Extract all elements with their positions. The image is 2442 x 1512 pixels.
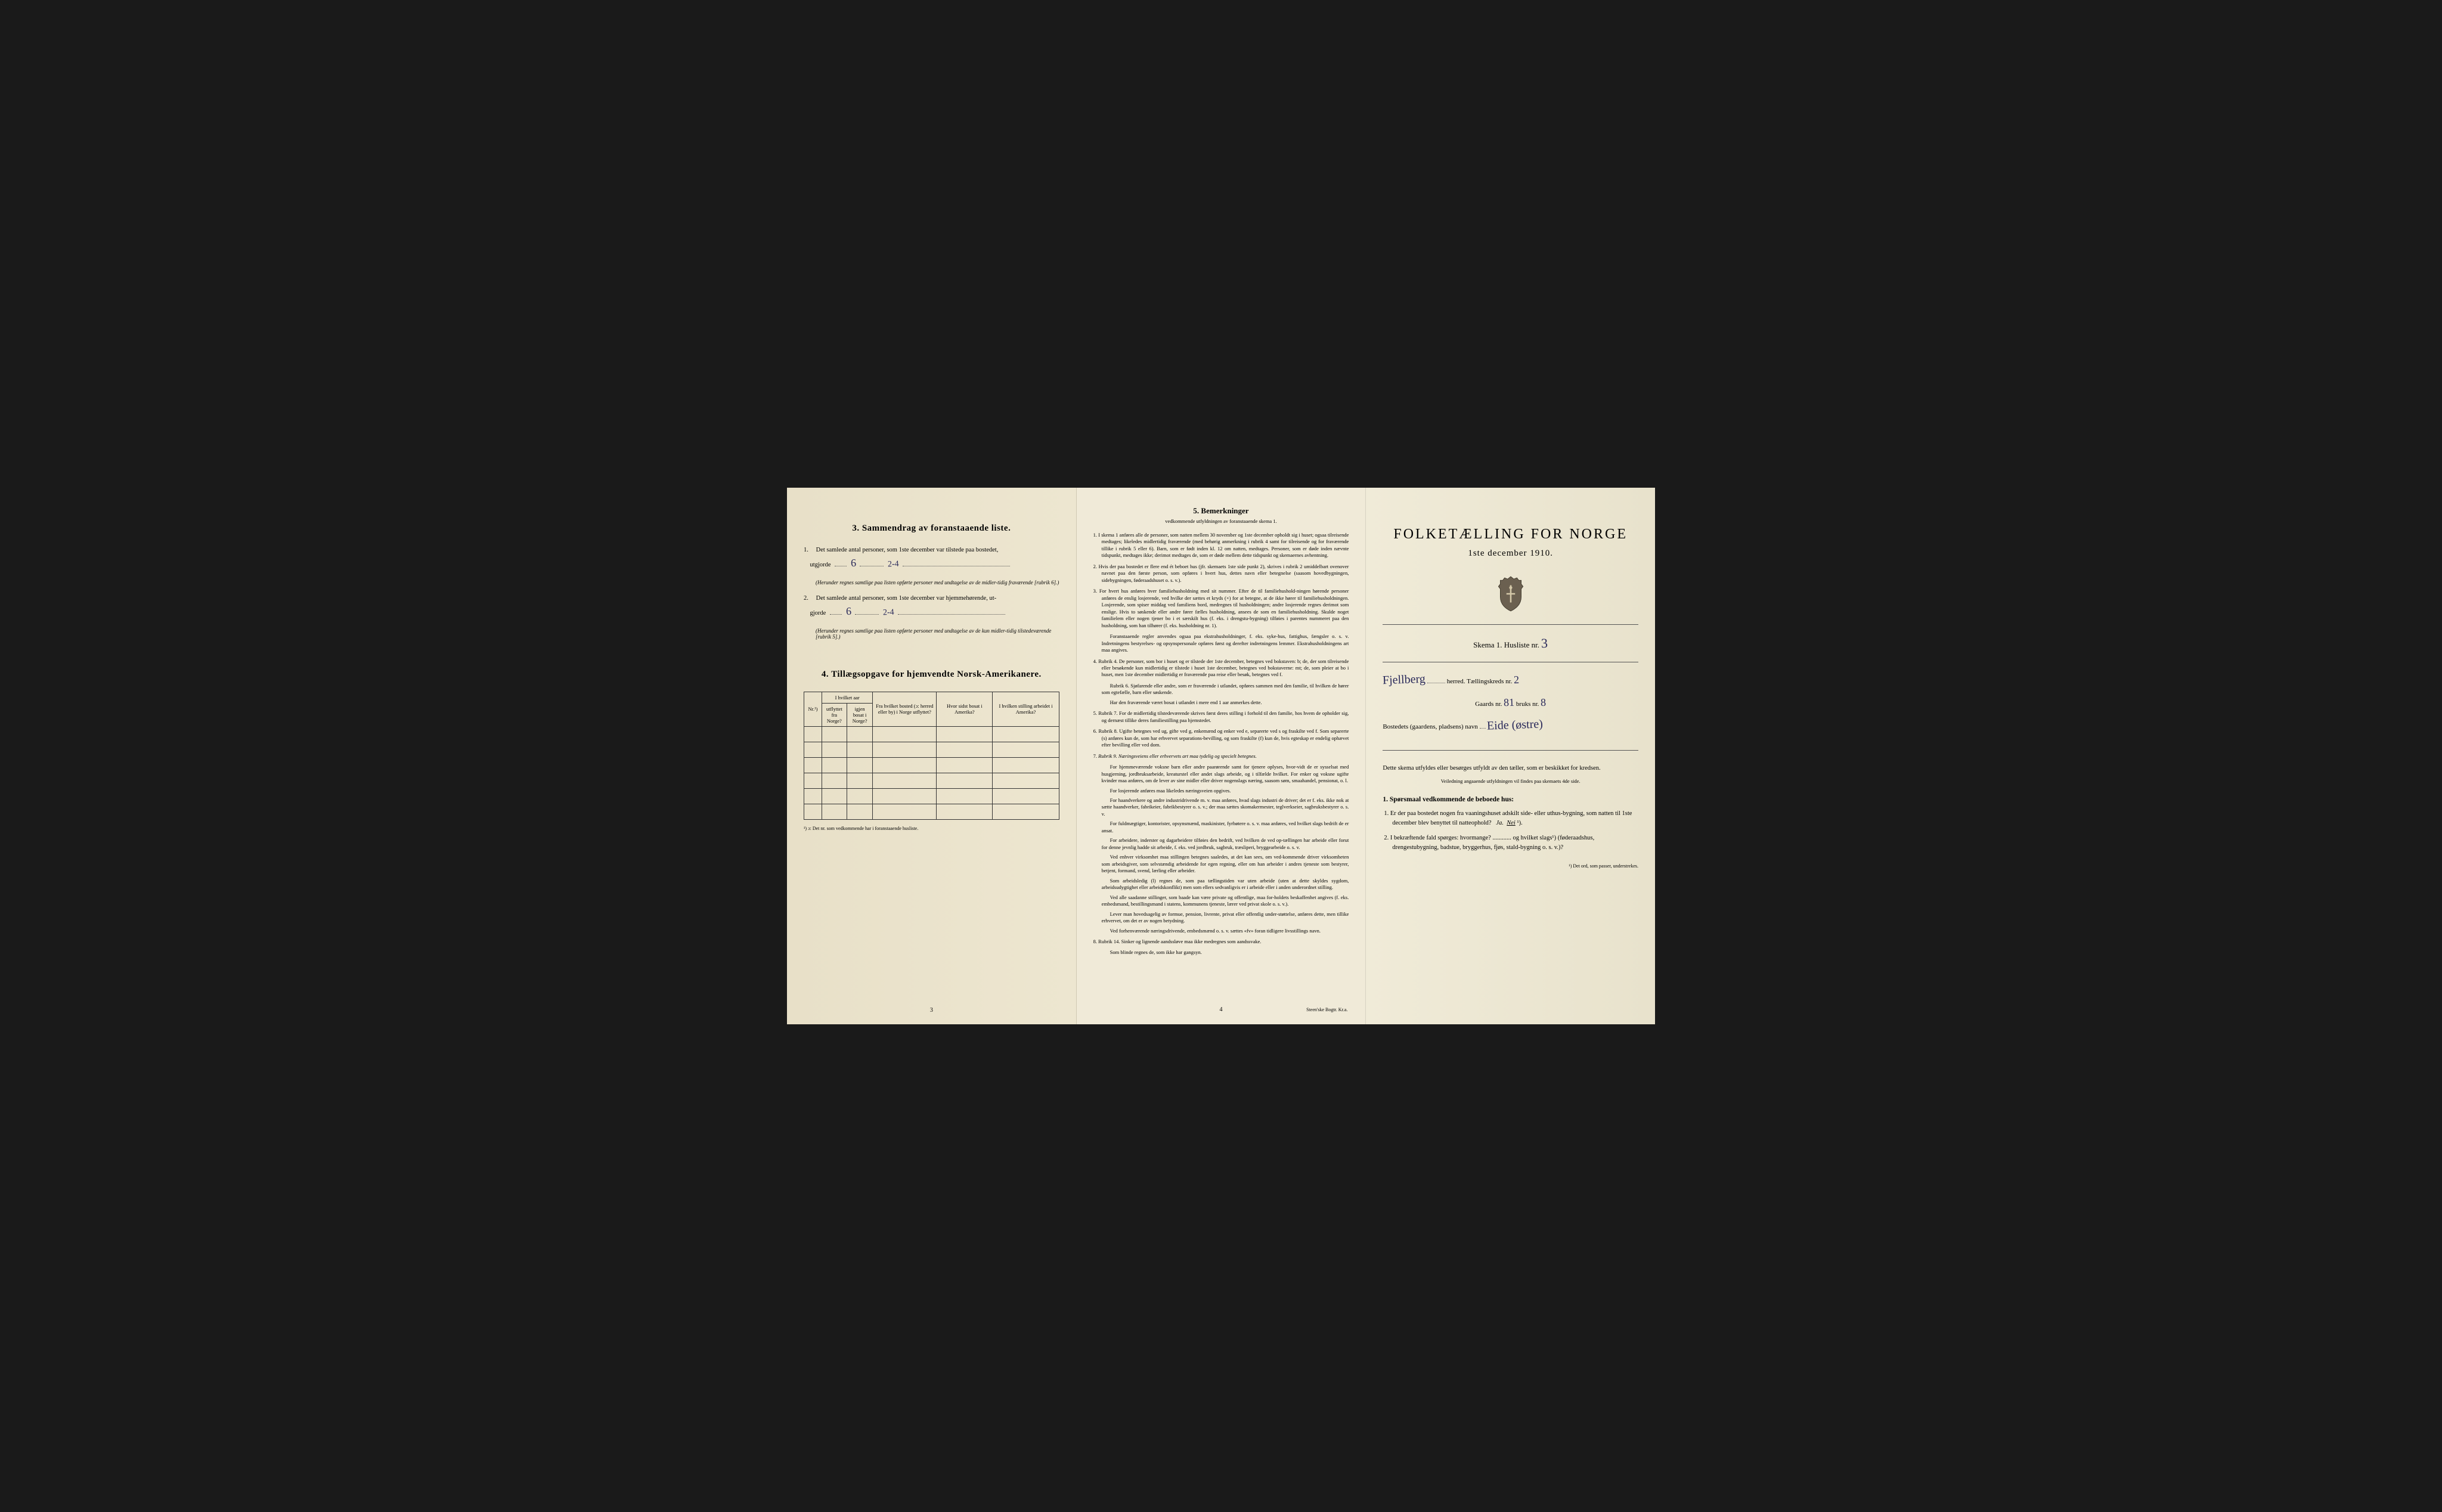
printer-mark: Steen'ske Bogtr. Kr.a. xyxy=(1306,1007,1347,1014)
present-count-1: 6 xyxy=(850,555,856,571)
divider-3 xyxy=(1383,750,1638,751)
item-1-note: (Herunder regnes samtlige paa listen opf… xyxy=(804,580,1059,585)
remark-7h: Ved alle saadanne stillinger, som baade … xyxy=(1102,894,1349,908)
remarks-title: 5. Bemerkninger xyxy=(1093,506,1349,516)
question-header: 1. Spørsmaal vedkommende de beboede hus: xyxy=(1383,796,1638,803)
summary-item-2: 2. Det samlede antal personer, som 1ste … xyxy=(804,594,1059,619)
table-footnote: ¹) ɔ: Det nr. som vedkommende har i fora… xyxy=(804,826,1059,831)
remark-7e: For arbeidere, inderster og dagarbeidere… xyxy=(1102,837,1349,851)
remark-6: 6. Rubrik 8. Ugifte betegnes ved ug, gif… xyxy=(1093,728,1349,748)
page-number-4: 4 xyxy=(1220,1006,1223,1014)
remark-3b: Foranstaaende regler anvendes ogsaa paa … xyxy=(1102,633,1349,653)
filling-instruction: Dette skema utfyldes eller besørges utfy… xyxy=(1383,764,1638,773)
bosted-name: Eide (østre) xyxy=(1487,717,1544,733)
item-2-note: (Herunder regnes samtlige paa listen opf… xyxy=(804,628,1059,640)
gaards-line: Gaards nr. 81 bruks nr. 8 xyxy=(1383,696,1638,709)
col-occupation: I hvilken stilling arbeidet i Amerika? xyxy=(993,692,1059,727)
remark-5: 5. Rubrik 7. For de midlertidig tilstede… xyxy=(1093,710,1349,724)
remark-7f: Ved enhver virksomhet maa stillingen bet… xyxy=(1102,854,1349,874)
emigrant-rows xyxy=(804,727,1059,820)
remark-7a: For hjemmeværende voksne barn eller andr… xyxy=(1102,764,1349,784)
census-document: 3. Sammendrag av foranstaaende liste. 1.… xyxy=(787,488,1655,1024)
filling-instruction-sub: Veiledning angaaende utfyldningen vil fi… xyxy=(1383,778,1638,784)
col-nr: Nr.¹) xyxy=(804,692,822,727)
bosted-line: Bostedets (gaardens, pladsens) navn Eide… xyxy=(1383,718,1638,732)
col-year-out: utflyttet fra Norge? xyxy=(822,703,847,727)
summary-item-1: 1. Det samlede antal personer, som 1ste … xyxy=(804,546,1059,571)
herred-name: Fjellberg xyxy=(1383,673,1426,687)
remark-4b: Rubrik 6. Sjøfarende eller andre, som er… xyxy=(1102,683,1349,696)
remark-7g: Som arbeidsledig (l) regnes de, som paa … xyxy=(1102,878,1349,891)
coat-of-arms-icon xyxy=(1495,575,1526,612)
col-year: I hvilket aar xyxy=(822,692,873,703)
census-date: 1ste december 1910. xyxy=(1383,549,1638,559)
col-year-back: igjen bosat i Norge? xyxy=(847,703,873,727)
resident-count-2: 2-4 xyxy=(882,606,894,619)
remark-7c: For haandverkere og andre industridriven… xyxy=(1102,797,1349,817)
kreds-number: 2 xyxy=(1514,674,1520,686)
page-number-3: 3 xyxy=(930,1007,933,1014)
answer-nei: Nei xyxy=(1507,820,1516,826)
emigrant-table: Nr.¹) I hvilket aar Fra hvilket bosted (… xyxy=(804,692,1059,820)
husliste-number: 3 xyxy=(1541,636,1548,651)
section-3-title: 3. Sammendrag av foranstaaende liste. xyxy=(804,523,1059,534)
question-1: 1. Er der paa bostedet nogen fra vaaning… xyxy=(1392,809,1638,828)
bruks-number: 8 xyxy=(1541,696,1547,709)
remark-7i: Lever man hovedsagelig av formue, pensio… xyxy=(1102,911,1349,925)
present-count-2: 2-4 xyxy=(888,557,899,571)
divider xyxy=(1383,624,1638,625)
col-where: Hvor sidst bosat i Amerika? xyxy=(937,692,993,727)
remark-1: 1. I skema 1 anføres alle de personer, s… xyxy=(1093,532,1349,559)
remark-7: 7. Rubrik 9. Næringsveiens eller erhverv… xyxy=(1093,753,1349,760)
panel-page-4: 5. Bemerkninger vedkommende utfyldningen… xyxy=(1077,488,1366,1024)
section-4-title: 4. Tillægsopgave for hjemvendte Norsk-Am… xyxy=(804,670,1059,680)
census-title: FOLKETÆLLING FOR NORGE xyxy=(1383,526,1638,543)
herred-line: Fjellberg herred. Tællingskreds nr. 2 xyxy=(1383,673,1638,687)
panel-page-3: 3. Sammendrag av foranstaaende liste. 1.… xyxy=(787,488,1077,1024)
resident-count-1: 6 xyxy=(845,603,851,619)
remark-3: 3. For hvert hus anføres hver familiehus… xyxy=(1093,588,1349,629)
remark-7b: For losjerende anføres maa likeledes nær… xyxy=(1102,788,1349,794)
remark-8b: Som blinde regnes de, som ikke har gangs… xyxy=(1102,949,1349,956)
remark-7d: For fuldmægtiger, kontorister, opsynsmæn… xyxy=(1102,820,1349,834)
skema-line: Skema 1. Husliste nr. 3 xyxy=(1383,636,1638,651)
right-footnote: ¹) Det ord, som passer, understrekes. xyxy=(1383,863,1638,869)
remark-4: 4. Rubrik 4. De personer, som bor i huse… xyxy=(1093,658,1349,678)
gaards-number: 81 xyxy=(1504,696,1515,709)
remark-8: 8. Rubrik 14. Sinker og lignende aandssl… xyxy=(1093,938,1349,945)
remark-4c: Har den fraværende været bosat i utlande… xyxy=(1102,699,1349,706)
panel-page-1: FOLKETÆLLING FOR NORGE 1ste december 191… xyxy=(1366,488,1655,1024)
remarks-subtitle: vedkommende utfyldningen av foranstaaend… xyxy=(1093,518,1349,525)
remark-7j: Ved forhenværende næringsdrivende, embed… xyxy=(1102,928,1349,934)
col-from: Fra hvilket bosted (ɔ: herred eller by) … xyxy=(873,692,937,727)
question-2: 2. I bekræftende fald spørges: hvormange… xyxy=(1392,834,1638,853)
remark-2: 2. Hvis der paa bostedet er flere end ét… xyxy=(1093,563,1349,584)
